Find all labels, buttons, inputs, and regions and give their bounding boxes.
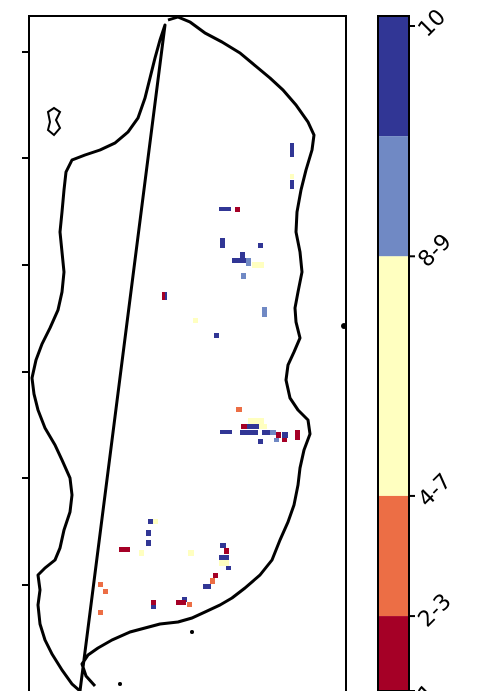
cell-4-7 — [139, 550, 144, 556]
colorbar-ticks — [409, 25, 415, 691]
cell-4-7 — [248, 418, 264, 424]
cell-8-9 — [262, 307, 267, 317]
island-outline — [30, 15, 316, 691]
cell-10 — [258, 243, 263, 248]
cell-8-9 — [270, 430, 276, 435]
colorbar-label-4-7: 4-7 — [414, 469, 457, 512]
data-cells — [98, 143, 300, 615]
cell-10 — [151, 605, 156, 609]
cell-10 — [262, 430, 270, 435]
cell-4-7 — [252, 262, 264, 268]
cell-10 — [214, 333, 219, 338]
colorbar-bin-4-7 — [378, 256, 409, 496]
colorbar: 10 8-9 4-7 2-3 1 — [377, 5, 457, 691]
cell-10 — [148, 519, 153, 524]
islet — [341, 323, 347, 329]
cell-2-3 — [98, 582, 103, 587]
cell-10 — [226, 566, 231, 570]
cell-8-9 — [274, 438, 279, 442]
colorbar-bin-2-3 — [378, 495, 409, 617]
map-panel — [22, 15, 347, 691]
colorbar-bin-10 — [378, 16, 409, 137]
cell-1 — [295, 430, 300, 440]
cell-1 — [162, 292, 167, 300]
cell-1 — [213, 573, 218, 578]
cell-1 — [224, 548, 229, 554]
cell-2-3 — [187, 602, 192, 607]
cell-10 — [258, 439, 263, 444]
cell-10 — [219, 207, 231, 211]
colorbar-bin-8-9 — [378, 136, 409, 257]
colorbar-bins — [378, 16, 409, 691]
cell-10 — [247, 424, 259, 429]
islet — [190, 630, 194, 634]
cell-1 — [276, 432, 281, 438]
cell-4-7 — [290, 174, 294, 179]
islet — [46, 106, 62, 137]
islet — [118, 682, 122, 686]
cell-1 — [235, 207, 240, 212]
colorbar-frame — [377, 15, 410, 691]
colorbar-label-10: 10 — [414, 5, 451, 42]
cell-10 — [290, 180, 294, 189]
cell-10 — [240, 252, 245, 258]
cell-8-9 — [241, 273, 246, 279]
cell-10 — [146, 540, 151, 546]
cell-10 — [182, 597, 187, 602]
cell-10 — [203, 584, 211, 589]
cell-1 — [176, 600, 186, 605]
cell-4-7 — [193, 318, 198, 323]
cell-10 — [220, 238, 225, 248]
cell-2-3 — [98, 610, 103, 615]
colorbar-label-8-9: 8-9 — [414, 229, 457, 272]
cell-4-7 — [188, 550, 194, 556]
map-frame — [28, 15, 347, 691]
cell-2-3 — [236, 407, 242, 412]
cell-10 — [219, 555, 229, 560]
colorbar-label-2-3: 2-3 — [414, 589, 457, 632]
cell-4-7 — [153, 519, 158, 524]
cell-10 — [146, 530, 151, 536]
cell-2-3 — [103, 589, 108, 594]
left-axis-ticks — [22, 51, 29, 586]
cell-10 — [220, 543, 226, 548]
cell-10 — [220, 430, 232, 434]
cell-8-9 — [246, 258, 251, 266]
cell-10 — [232, 258, 248, 263]
cell-1 — [282, 438, 287, 442]
cell-4-7 — [259, 424, 267, 429]
colorbar-labels: 10 8-9 4-7 2-3 1 — [414, 5, 457, 691]
cell-1 — [151, 600, 156, 605]
colorbar-bin-1 — [378, 616, 409, 691]
cell-10 — [165, 292, 167, 300]
cell-4-7 — [219, 560, 229, 566]
cell-10 — [282, 432, 288, 438]
cell-1 — [241, 424, 247, 429]
cell-10 — [240, 430, 258, 435]
cell-2-3 — [210, 578, 215, 584]
colorbar-label-1: 1 — [414, 680, 442, 691]
cell-1 — [119, 547, 130, 552]
cell-10 — [290, 143, 294, 157]
